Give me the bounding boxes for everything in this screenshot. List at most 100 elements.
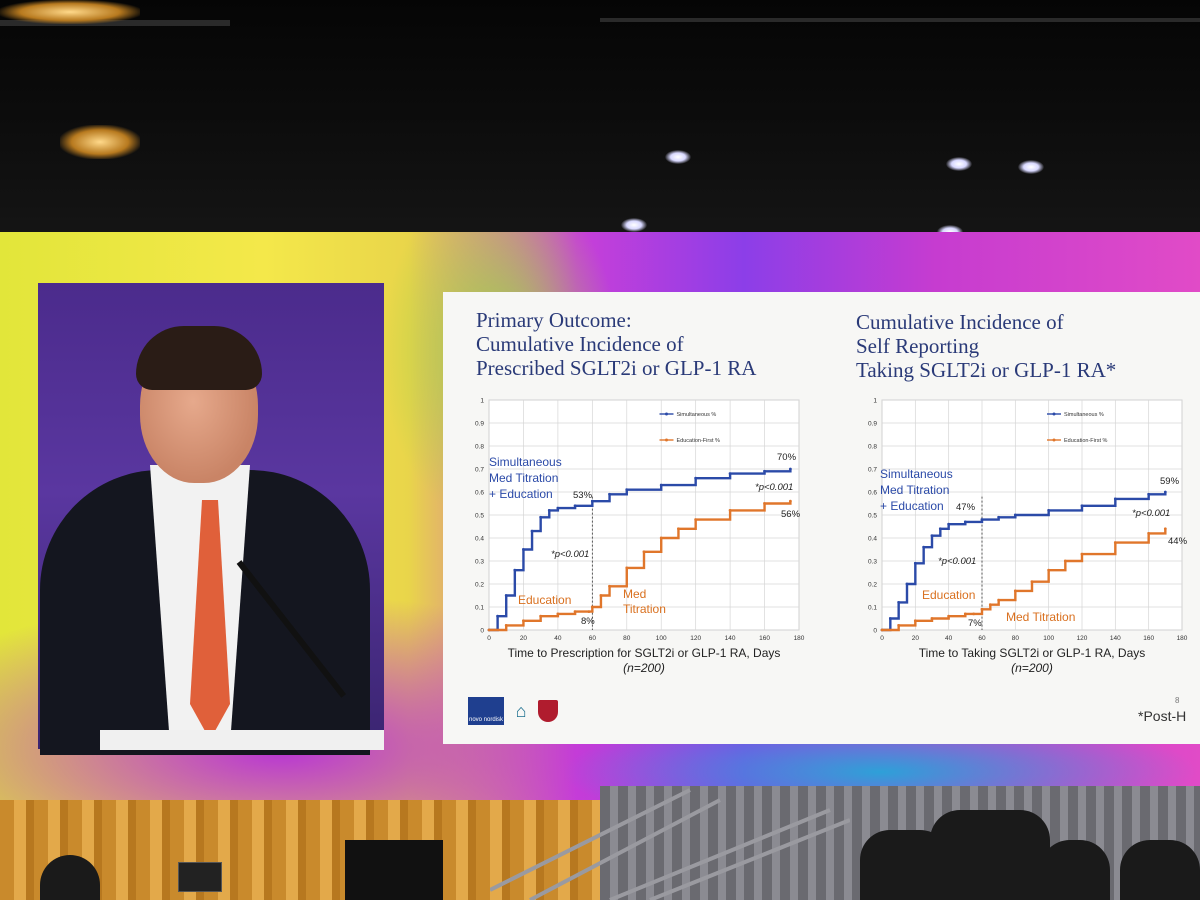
data-point: [547, 509, 551, 512]
y-tick-label: 0.3: [475, 559, 484, 566]
simultaneous-arm-label: Simultaneous: [880, 467, 953, 481]
stage-curtain: [0, 800, 620, 900]
data-point: [539, 614, 543, 618]
data-point: [763, 502, 766, 505]
y-tick-label: 0.6: [868, 490, 877, 497]
data-point: [888, 617, 892, 620]
x-tick-label: 60: [589, 635, 597, 642]
x-tick-label: 100: [1043, 635, 1054, 642]
x-tick-label: 20: [520, 635, 528, 642]
data-point: [590, 499, 594, 503]
data-point: [539, 515, 543, 519]
ceiling-spotlight: [946, 157, 972, 171]
x-tick-label: 160: [759, 635, 770, 642]
series-line-education-first: [489, 501, 792, 632]
data-point: [1047, 568, 1051, 572]
audience-person: [1120, 840, 1200, 900]
data-point: [1113, 497, 1117, 501]
data-point: [788, 467, 792, 471]
data-point: [659, 483, 663, 487]
data-point: [513, 568, 517, 572]
y-tick-label: 0.2: [868, 582, 877, 589]
education-final-pct: 56%: [781, 509, 801, 520]
data-point: [897, 624, 901, 627]
data-point: [897, 601, 901, 604]
left-chart-title: Primary Outcome: Cumulative Incidence of…: [476, 308, 757, 380]
med-titration-label: Med Titration: [1006, 610, 1075, 624]
data-point: [556, 506, 560, 510]
education-60day-pct: 8%: [581, 616, 595, 627]
x-tick-label: 120: [690, 635, 701, 642]
y-tick-label: 0.8: [868, 444, 877, 451]
data-point: [573, 504, 577, 508]
legend-label: Education-First %: [677, 438, 721, 444]
data-point: [504, 624, 508, 627]
truss: [600, 18, 1200, 22]
y-tick-label: 0.8: [475, 444, 484, 451]
y-tick-label: 0.1: [868, 605, 877, 612]
data-point: [694, 476, 698, 480]
data-point: [963, 520, 967, 524]
y-tick-label: 0.7: [868, 467, 877, 474]
data-point: [997, 515, 1001, 519]
education-label: Education: [922, 588, 975, 602]
x-tick-label: 0: [880, 635, 884, 642]
legend-label: Simultaneous %: [677, 412, 717, 418]
x-tick-label: 0: [487, 635, 491, 642]
stage-light: [0, 0, 140, 24]
x-axis-title: Time to Prescription for SGLT2i or GLP-1…: [508, 646, 781, 660]
x-tick-label: 40: [554, 635, 562, 642]
ceiling-background: [0, 0, 1200, 240]
legend-marker: [665, 438, 668, 442]
left-cumulative-incidence-chart: 0 0.1 0.2 0.3 0.4 0.5 0.6 0.7 0.8 0.9 1 0 20 40 60 80 10…: [475, 398, 805, 676]
y-tick-label: 0.2: [475, 582, 484, 589]
legend-label: Education-First %: [1064, 438, 1108, 444]
sample-size-label: (n=200): [1011, 661, 1053, 675]
data-point: [972, 612, 976, 616]
data-point: [880, 628, 884, 632]
data-point: [625, 566, 629, 570]
data-point: [573, 610, 577, 613]
x-tick-label: 140: [1110, 635, 1121, 642]
data-point: [963, 612, 967, 616]
data-point: [905, 582, 909, 586]
novo-nordisk-logo: novo nordisk: [468, 697, 504, 725]
data-point: [1013, 589, 1017, 593]
speaker-hair: [136, 326, 262, 390]
data-point: [522, 619, 525, 623]
y-tick-label: 0: [873, 628, 877, 635]
y-tick-label: 0.3: [868, 559, 877, 566]
y-tick-label: 0: [480, 628, 484, 635]
data-point: [997, 598, 1001, 602]
data-point: [530, 529, 534, 533]
data-point: [587, 610, 591, 613]
simultaneous-arm-label: Simultaneous: [489, 455, 562, 469]
simultaneous-arm-label: + Education: [489, 487, 553, 501]
education-label: Education: [518, 593, 571, 607]
x-tick-label: 80: [623, 635, 631, 642]
data-point: [608, 492, 611, 496]
p-value-late: *p<0.001: [1132, 508, 1170, 519]
data-point: [659, 536, 663, 540]
data-point: [1163, 490, 1167, 494]
data-point: [922, 545, 926, 549]
y-tick-label: 0.6: [475, 490, 484, 497]
stage-light: [60, 125, 140, 159]
ceiling-spotlight: [621, 218, 647, 232]
simultaneous-arm-label: Med Titration: [489, 471, 558, 485]
simultaneous-arm-label: + Education: [880, 499, 944, 513]
data-point: [1147, 492, 1151, 496]
p-value-late: *p<0.001: [755, 482, 793, 493]
data-point: [763, 469, 766, 473]
data-point: [504, 594, 508, 597]
data-point: [980, 607, 984, 611]
y-tick-label: 1: [480, 398, 484, 405]
legend-marker: [665, 412, 668, 416]
sample-size-label: (n=200): [623, 661, 665, 675]
simultaneous-final-pct: 59%: [1160, 476, 1180, 487]
data-point: [1080, 504, 1084, 508]
data-point: [590, 605, 594, 609]
simultaneous-60day-pct: 53%: [573, 490, 593, 501]
harvard-shield-logo: [538, 700, 558, 722]
data-point: [608, 584, 611, 588]
